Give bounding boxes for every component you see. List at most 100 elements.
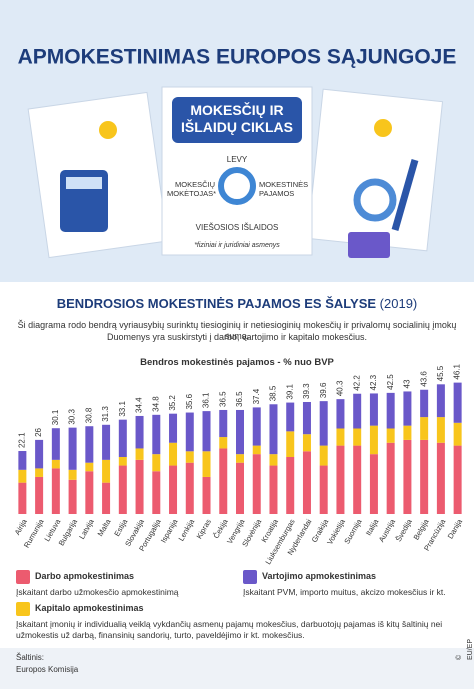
source-label: Šaltinis: bbox=[16, 653, 45, 662]
bar-segment bbox=[269, 404, 278, 455]
bar-segment bbox=[369, 425, 378, 455]
bar-segment bbox=[219, 448, 228, 514]
bar-segment bbox=[336, 399, 345, 429]
bar-segment bbox=[353, 428, 362, 446]
bar-segment bbox=[18, 451, 27, 470]
total-label: 35.6 bbox=[185, 393, 194, 409]
total-label: 30.8 bbox=[84, 407, 93, 423]
bar-segment bbox=[319, 445, 328, 466]
total-label: 38.5 bbox=[269, 385, 278, 401]
bar-segment bbox=[18, 469, 27, 483]
total-label: 37.4 bbox=[252, 388, 261, 404]
calculator-screen bbox=[66, 177, 102, 189]
bar-segment bbox=[236, 454, 244, 463]
bar-segment bbox=[252, 407, 261, 446]
bar-segment bbox=[219, 437, 228, 449]
bar-segment bbox=[436, 442, 445, 514]
bar-segment bbox=[302, 434, 311, 452]
coin bbox=[374, 119, 392, 137]
bar-segment bbox=[302, 401, 311, 435]
total-label: 30.3 bbox=[68, 409, 77, 425]
bar-segment bbox=[453, 382, 462, 423]
bar-segment bbox=[353, 393, 362, 429]
chart-year: (2019) bbox=[379, 296, 418, 311]
bar-segment bbox=[286, 431, 295, 457]
total-label: 40.3 bbox=[336, 380, 345, 396]
footnote: *fiziniai ir juridiniai asmenys bbox=[194, 242, 280, 249]
bar-segment bbox=[453, 422, 462, 446]
footer-bg bbox=[0, 648, 474, 689]
bar-segment bbox=[185, 451, 194, 463]
bar-segment bbox=[420, 439, 429, 514]
bar-segment bbox=[135, 459, 144, 514]
bar-segment bbox=[35, 468, 44, 477]
bar-segment bbox=[68, 427, 77, 470]
cycle-label: MOKESČIŲ MOKĖTOJAS* bbox=[167, 180, 217, 198]
bar-segment bbox=[118, 465, 127, 514]
cycle-label: LEVY bbox=[227, 155, 248, 164]
bar-segment bbox=[85, 462, 94, 472]
bar-segment bbox=[369, 454, 378, 514]
total-label: 42.3 bbox=[369, 374, 378, 390]
bar-segment bbox=[51, 459, 60, 469]
legend-label: Vartojimo apmokestinimas bbox=[262, 571, 377, 581]
legend-description: Įskaitant įmonių ir individualią veiklą … bbox=[16, 619, 443, 640]
total-label: 34.8 bbox=[151, 396, 160, 412]
cycle-ring bbox=[218, 167, 256, 205]
bar-segment bbox=[135, 415, 144, 449]
total-label: 42.5 bbox=[386, 374, 395, 390]
bar-segment bbox=[152, 471, 161, 514]
bar-segment bbox=[35, 476, 44, 514]
card-title: MOKESČIŲ IR IŠLAIDŲ CIKLAS bbox=[181, 102, 293, 135]
bar-segment bbox=[236, 409, 244, 455]
total-label: 39.3 bbox=[302, 383, 311, 399]
bar-segment bbox=[269, 465, 278, 514]
total-label: 30.1 bbox=[51, 409, 60, 425]
bar-segment bbox=[118, 457, 127, 466]
bar-segment bbox=[436, 384, 445, 418]
total-label: 42.2 bbox=[352, 375, 361, 391]
bar-segment bbox=[403, 425, 412, 440]
total-label: 43.6 bbox=[419, 371, 428, 387]
bar-segment bbox=[386, 428, 395, 443]
total-label: 36.5 bbox=[218, 391, 227, 407]
page-title: APMOKESTINIMAS EUROPOS SĄJUNGOJE bbox=[18, 46, 457, 69]
bar-segment bbox=[102, 482, 111, 514]
card-title-bg bbox=[172, 97, 302, 143]
total-label: 26 bbox=[34, 427, 43, 436]
bar-segment bbox=[18, 482, 27, 514]
bar-segment bbox=[336, 428, 345, 446]
legend-swatch bbox=[16, 602, 30, 616]
bar-segment bbox=[319, 401, 328, 446]
bar-segment bbox=[269, 454, 278, 466]
bar-segment bbox=[202, 451, 211, 477]
bar-segment bbox=[51, 428, 60, 460]
bar-segment bbox=[185, 462, 194, 514]
bar-segment bbox=[386, 442, 395, 514]
chart-subtitle: Bendros mokestinės pajamos - % nuo BVP bbox=[140, 357, 334, 368]
bar-segment bbox=[252, 445, 261, 455]
card-icon bbox=[348, 232, 390, 258]
bar-segment bbox=[185, 412, 194, 452]
total-label: 33.1 bbox=[118, 401, 127, 417]
legend-swatch bbox=[16, 570, 30, 584]
chart-description: Duomenys yra suskirstyti į darbo, vartoj… bbox=[106, 332, 368, 342]
bar-segment bbox=[51, 468, 60, 514]
bar-segment bbox=[68, 469, 77, 480]
total-label: 35.2 bbox=[168, 395, 177, 411]
paper bbox=[306, 88, 444, 252]
cycle-label: VIEŠOSIOS IŠLAIDOS bbox=[196, 223, 279, 232]
bar-segment bbox=[85, 471, 94, 514]
bar-segment bbox=[85, 426, 94, 463]
legend-description: Įskaitant PVM, importo muitus, akcizo mo… bbox=[243, 587, 446, 597]
bar-segment bbox=[135, 448, 144, 460]
copyright: © EU/EP bbox=[456, 638, 474, 660]
bar-segment bbox=[286, 457, 295, 514]
total-label: 46.1 bbox=[453, 363, 462, 379]
bar-segment bbox=[403, 439, 412, 514]
bar-segment bbox=[369, 393, 378, 426]
total-label: 45.5 bbox=[436, 365, 445, 381]
total-label: 43 bbox=[403, 379, 412, 388]
bar-segment bbox=[169, 413, 178, 443]
